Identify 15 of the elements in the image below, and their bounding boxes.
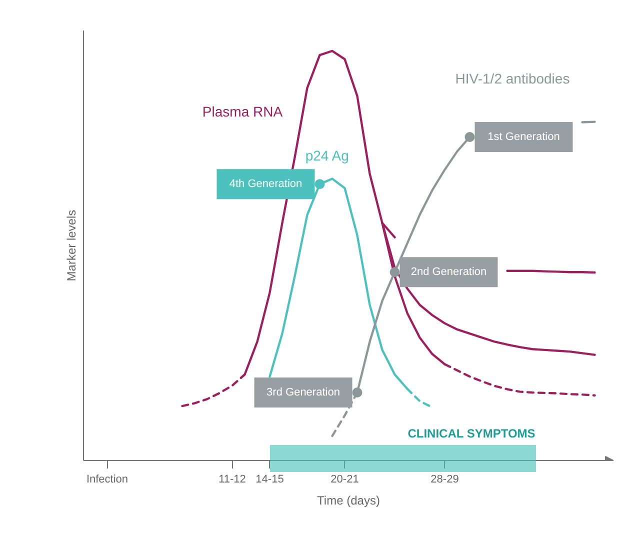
x-axis-title: Time (days)	[317, 494, 380, 508]
x-tick-label: 20-21	[330, 474, 359, 486]
x-tick-label: 11-12	[218, 474, 246, 486]
annotation: 1st Generation	[488, 130, 560, 143]
annotation: 3rd Generation	[266, 386, 340, 399]
y-axis-title: Marker levels	[64, 210, 78, 282]
annotation: 4th Generation	[229, 178, 302, 190]
annotation: p24 Ag	[305, 148, 349, 164]
x-tick-label: Infection	[86, 474, 128, 486]
annotation: Plasma RNA	[202, 104, 284, 120]
annotation: CLINICAL SYMPTOMS	[408, 426, 536, 440]
annotation: 2nd Generation	[410, 266, 487, 278]
annotation: HIV-1/2 antibodies	[455, 70, 570, 86]
x-tick-label: 28-29	[430, 474, 459, 486]
x-tick-label: 14-15	[256, 474, 284, 486]
